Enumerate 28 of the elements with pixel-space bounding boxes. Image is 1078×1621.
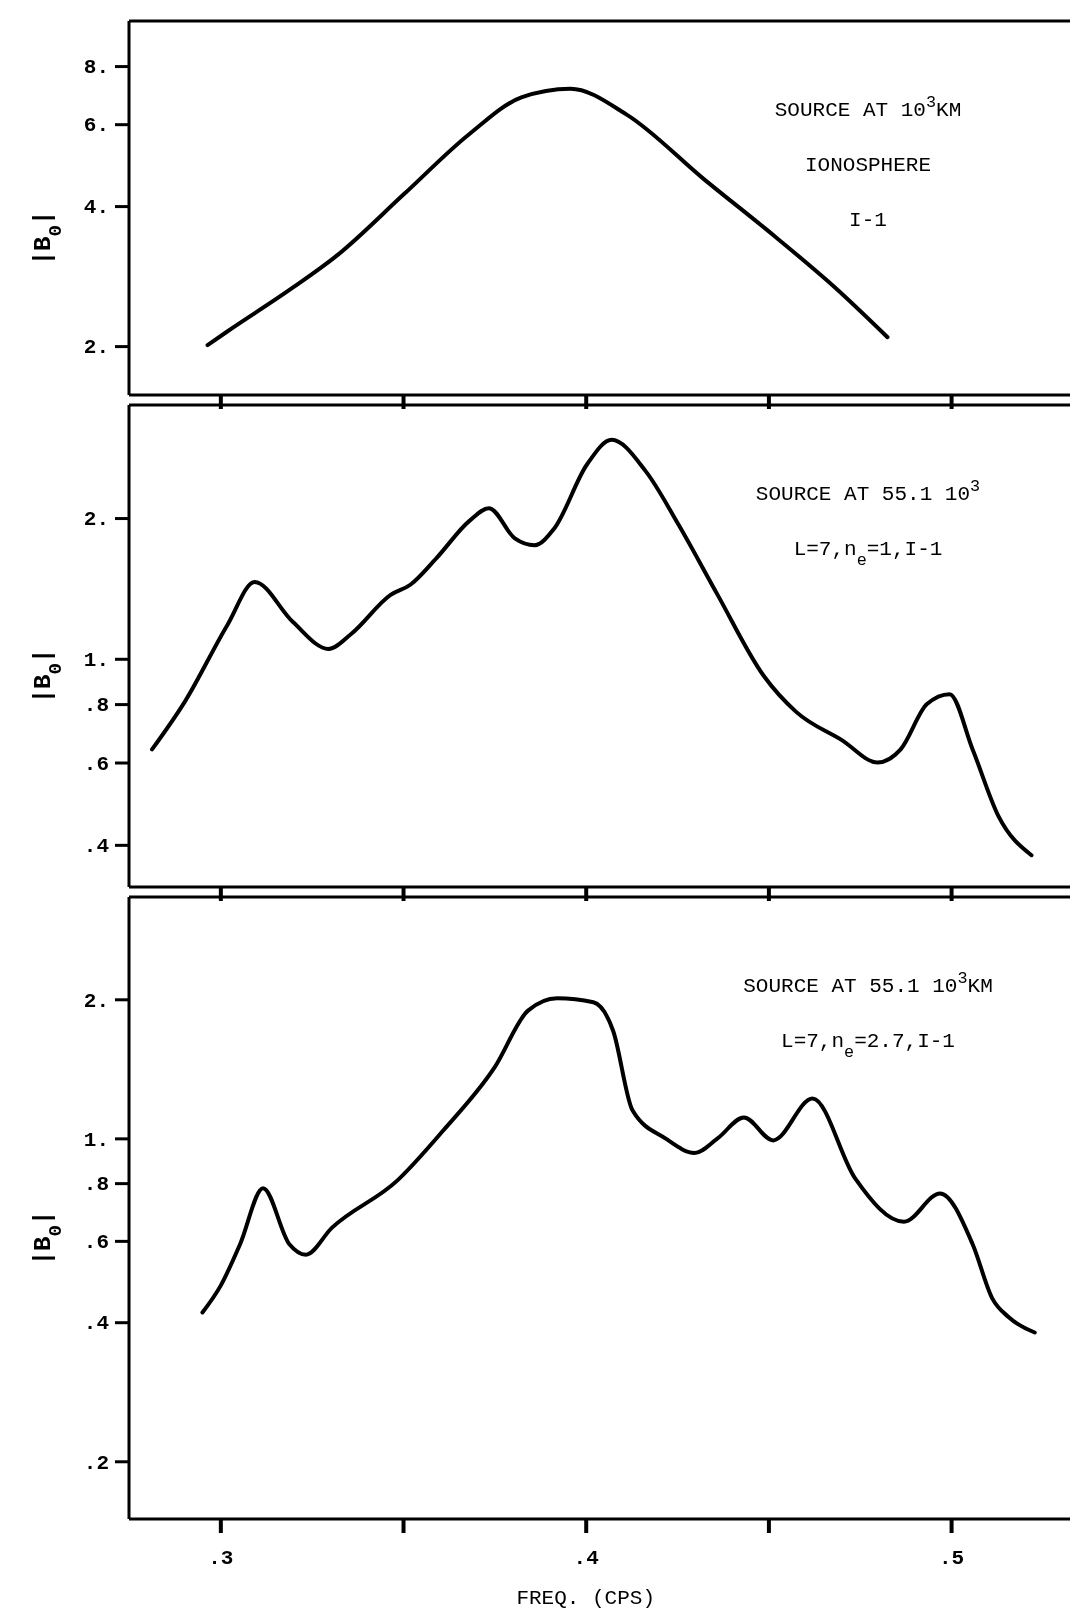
y-tick-label: .8 bbox=[83, 694, 109, 718]
y-tick-label: 1. bbox=[83, 1128, 109, 1152]
x-tick-label: .3 bbox=[208, 1546, 234, 1570]
y-tick-label: 2. bbox=[83, 989, 109, 1013]
y-tick-label: 1. bbox=[83, 649, 109, 673]
y-tick-label: .8 bbox=[83, 1173, 109, 1197]
y-tick-label: 4. bbox=[83, 196, 109, 220]
annotation: SOURCE AT 10$^{3}$KM bbox=[774, 92, 962, 122]
annotation: I-1 bbox=[849, 209, 887, 232]
line-series bbox=[150, 437, 1034, 858]
y-tick-label: 2. bbox=[83, 508, 109, 532]
y-tick-label: .4 bbox=[83, 835, 109, 859]
annotation: L=7,n$_{e}$=1,I-1 bbox=[793, 538, 943, 570]
y-tick-label: 8. bbox=[83, 56, 109, 80]
y-tick-label: 2. bbox=[83, 336, 109, 360]
y-tick-label: .6 bbox=[83, 1231, 109, 1255]
annotation: L=7,n$_{e}$=2.7,I-1 bbox=[781, 1030, 955, 1062]
y-tick-label: .2 bbox=[83, 1451, 109, 1475]
annotation: IONOSPHERE bbox=[804, 154, 932, 177]
annotation: SOURCE AT 55.1 10$^{3}$ bbox=[755, 476, 981, 506]
annotation: SOURCE AT 55.1 10$^{3}$KM bbox=[743, 968, 993, 998]
line-series bbox=[200, 996, 1037, 1335]
x-axis-title: FREQ. (CPS) bbox=[516, 1587, 656, 1610]
y-tick-label: .6 bbox=[83, 752, 109, 776]
y-tick-label: 6. bbox=[83, 114, 109, 138]
x-tick-label: .4 bbox=[573, 1546, 599, 1570]
x-tick-label: .5 bbox=[938, 1546, 965, 1570]
y-tick-label: .4 bbox=[83, 1312, 109, 1336]
